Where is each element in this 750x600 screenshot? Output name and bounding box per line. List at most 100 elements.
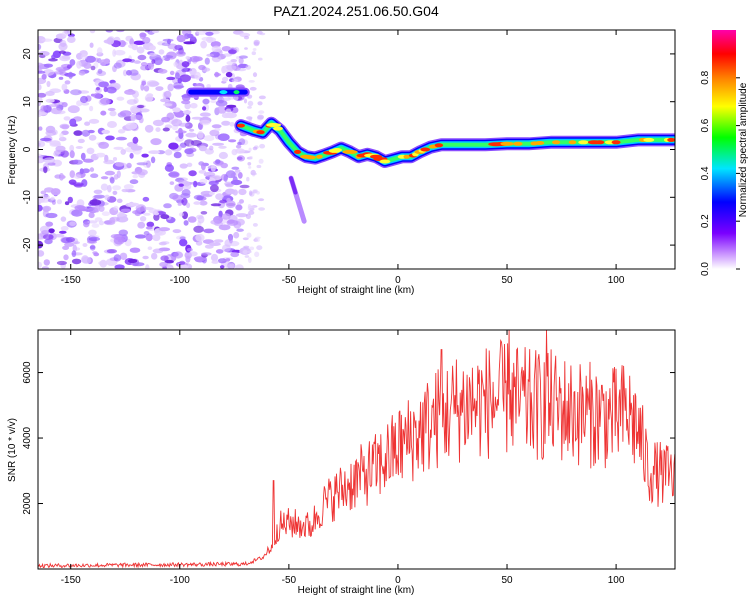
noise-blob: [160, 214, 170, 220]
noise-blob: [186, 162, 193, 167]
noise-blob: [148, 81, 160, 87]
noise-blob: [173, 81, 184, 90]
noise-blob: [199, 178, 208, 184]
noise-blob: [48, 228, 55, 234]
noise-blob: [59, 55, 71, 62]
noise-blob: [189, 128, 195, 132]
noise-blob: [209, 145, 214, 151]
noise-blob: [162, 55, 174, 59]
noise-blob: [176, 34, 186, 43]
noise-blob: [127, 258, 138, 264]
noise-blob: [137, 221, 146, 229]
noise-blob: [113, 254, 122, 262]
noise-blob: [149, 45, 156, 51]
snr-panel: -150 -100 -50 0 50 100 2000 4000 6000 Height of …: [7, 329, 676, 596]
snr-ylabel: SNR (10 * v/v): [7, 418, 18, 482]
noise-blob: [140, 64, 149, 71]
noise-blob: [90, 173, 99, 178]
ridge-peak: [643, 137, 655, 142]
noise-blob: [179, 264, 188, 269]
noise-blob: [100, 110, 107, 116]
noise-blob: [218, 145, 227, 149]
noise-blob: [122, 58, 132, 63]
noise-blob: [182, 110, 192, 115]
snr-frame: [37, 329, 676, 570]
noise-blob: [117, 129, 126, 134]
x-tick-label: 100: [608, 575, 625, 586]
noise-blob: [258, 198, 265, 202]
noise-blob: [251, 51, 256, 56]
noise-blob: [256, 191, 260, 195]
noise-blob: [55, 66, 68, 72]
noise-blob: [59, 132, 64, 139]
noise-blob: [202, 98, 210, 105]
noise-blob: [107, 184, 112, 193]
noise-blob: [206, 84, 211, 89]
noise-blob: [159, 262, 168, 267]
noise-blob: [54, 233, 65, 238]
noise-blob: [38, 157, 43, 164]
noise-blob: [175, 72, 180, 80]
noise-blob: [248, 190, 253, 196]
noise-blob: [88, 212, 95, 219]
x-tick-label: -150: [61, 575, 81, 586]
noise-blob: [107, 121, 117, 128]
noise-blob: [93, 92, 102, 99]
noise-blob: [93, 252, 100, 257]
noise-blob: [45, 98, 55, 103]
noise-blob: [109, 177, 115, 184]
y-tick-label: 4000: [22, 426, 33, 449]
noise-blob: [234, 148, 246, 154]
noise-blob: [173, 151, 182, 159]
noise-blob: [135, 204, 147, 213]
noise-blob: [62, 245, 70, 250]
noise-blob: [60, 226, 69, 231]
noise-blob: [163, 203, 172, 209]
noise-blob: [132, 262, 145, 267]
noise-blob: [215, 249, 224, 254]
noise-blob: [167, 83, 174, 92]
noise-blob: [126, 70, 132, 76]
noise-blob: [134, 234, 147, 239]
noise-blob: [40, 194, 50, 200]
noise-blob: [181, 189, 191, 196]
noise-blob: [169, 181, 175, 186]
noise-blob: [164, 57, 171, 61]
noise-blob: [178, 212, 184, 217]
noise-blob: [144, 30, 151, 33]
noise-blob: [215, 193, 224, 201]
noise-blob: [185, 114, 191, 122]
noise-blob: [230, 179, 243, 186]
noise-blob: [181, 61, 190, 68]
noise-blob: [74, 205, 86, 211]
noise-blob: [144, 94, 154, 102]
noise-blob: [66, 64, 72, 69]
noise-blob: [235, 218, 245, 226]
noise-blob: [101, 129, 110, 134]
noise-blob: [116, 198, 123, 203]
noise-blob: [229, 263, 235, 269]
ridge-peak: [568, 140, 577, 145]
noise-blob: [38, 204, 43, 212]
noise-blob: [94, 204, 100, 213]
noise-blob: [238, 138, 246, 146]
noise-blob: [89, 199, 102, 206]
noise-blob: [112, 157, 118, 161]
noise-blob: [252, 223, 258, 227]
noise-blob: [215, 159, 221, 165]
noise-blob: [203, 228, 215, 234]
noise-blob: [172, 107, 181, 113]
noise-blob: [45, 221, 54, 227]
noise-blob: [60, 150, 69, 158]
noise-blob: [158, 227, 171, 232]
ridge-peak: [256, 130, 265, 135]
noise-blob: [213, 239, 224, 243]
noise-blob: [40, 190, 47, 195]
noise-blob: [145, 264, 150, 269]
x-tick-label: 0: [395, 575, 401, 586]
noise-blob: [198, 170, 207, 174]
noise-blob: [100, 97, 111, 105]
noise-blob: [55, 145, 66, 152]
x-tick-label: 100: [608, 275, 625, 286]
noise-blob: [194, 71, 201, 80]
